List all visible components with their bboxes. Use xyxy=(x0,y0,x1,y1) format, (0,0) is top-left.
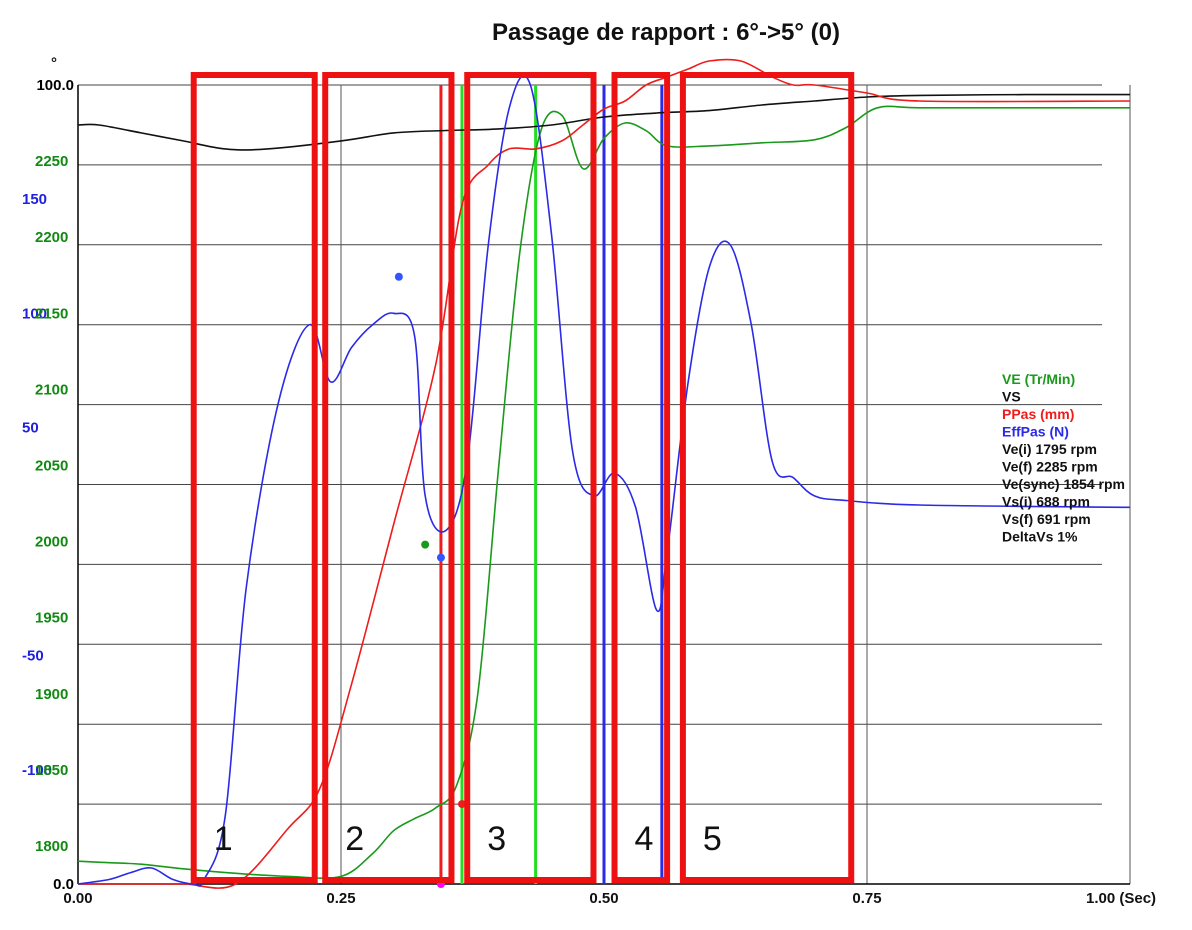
data-point-marker xyxy=(436,553,445,562)
y-tick-label-effpas: 100 xyxy=(22,305,47,322)
series-line xyxy=(77,74,1131,887)
y-axis-unit-mark: ° xyxy=(51,55,57,72)
legend-entry: Vs(f) 691 rpm xyxy=(1002,511,1091,527)
y-tick-label-ppas: 0.0 xyxy=(53,876,74,893)
annotation-region-box xyxy=(611,72,671,883)
y-tick-label-ve: 1900 xyxy=(35,686,68,703)
x-tick-label: 0.00 xyxy=(63,890,92,907)
y-tick-label-ve: 1800 xyxy=(35,838,68,855)
x-tick-label: 1.00 (Sec) xyxy=(1086,890,1156,907)
legend-entry: EffPas (N) xyxy=(1002,424,1069,440)
annotation-region-box xyxy=(322,72,455,883)
legend-entry: Ve(i) 1795 rpm xyxy=(1002,441,1097,457)
x-tick-label: 0.25 xyxy=(326,890,355,907)
annotation-region-box xyxy=(190,72,318,883)
annotation-region-label: 5 xyxy=(703,820,722,858)
x-tick-label: 0.50 xyxy=(589,890,618,907)
annotation-region-box xyxy=(679,72,855,883)
y-tick-label-ve: 2100 xyxy=(35,381,68,398)
annotation-region-label: 2 xyxy=(345,820,364,858)
data-point-marker xyxy=(394,272,403,281)
y-tick-label-ve: 2050 xyxy=(35,457,68,474)
annotation-region-label: 4 xyxy=(635,820,654,858)
y-tick-label-ve: 2000 xyxy=(35,534,68,551)
y-tick-label-effpas: -100 xyxy=(22,762,52,779)
point-markers xyxy=(394,272,466,888)
data-point-marker xyxy=(421,540,430,549)
y-tick-label-effpas: 150 xyxy=(22,191,47,208)
x-tick-label: 0.75 xyxy=(852,890,881,907)
y-tick-label-effpas: 50 xyxy=(22,419,39,436)
y-tick-label-effpas: -50 xyxy=(22,648,44,665)
legend-entry: PPas (mm) xyxy=(1002,406,1074,422)
legend-entry: Ve(f) 2285 rpm xyxy=(1002,459,1098,475)
y-tick-label-ve: 1950 xyxy=(35,610,68,627)
legend-entry: Ve(sync) 1854 rpm xyxy=(1002,476,1125,492)
y-tick-label-ve: 2250 xyxy=(35,153,68,170)
chart-title: Passage de rapport : 6°->5° (0) xyxy=(492,19,840,46)
y-tick-label-ve: 1850 xyxy=(35,762,68,779)
legend-entry: VE (Tr/Min) xyxy=(1002,371,1075,387)
legend-entry: DeltaVs 1% xyxy=(1002,529,1078,545)
data-point-marker xyxy=(457,800,466,809)
y-tick-label-ppas: 100.0 xyxy=(36,77,74,94)
legend-entry: Vs(i) 688 rpm xyxy=(1002,494,1090,510)
annotation-region-label: 3 xyxy=(487,820,506,858)
legend-entry: VS xyxy=(1002,389,1021,405)
annotation-regions: 1 2 3 4 5 xyxy=(190,72,855,883)
y-tick-label-ve: 2150 xyxy=(35,305,68,322)
annotation-region-label: 1 xyxy=(214,820,233,858)
y-tick-label-ve: 2200 xyxy=(35,229,68,246)
annotation-region-box xyxy=(464,72,597,883)
series-line xyxy=(78,58,1131,889)
